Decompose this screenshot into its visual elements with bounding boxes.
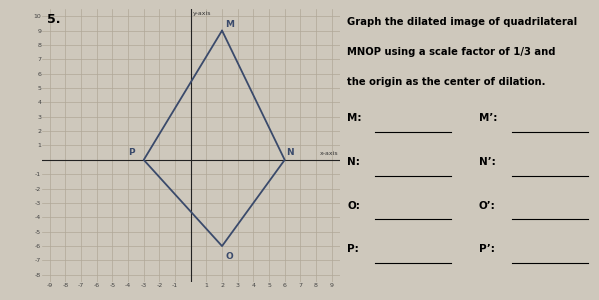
- Text: O’:: O’:: [479, 201, 496, 211]
- Text: y-axis: y-axis: [193, 11, 211, 16]
- Text: O: O: [225, 252, 233, 261]
- Text: P:: P:: [347, 244, 359, 254]
- Text: x-axis: x-axis: [319, 151, 338, 156]
- Text: MNOP using a scale factor of 1/3 and: MNOP using a scale factor of 1/3 and: [347, 47, 556, 57]
- Text: M: M: [225, 20, 234, 29]
- Text: M’:: M’:: [479, 113, 497, 123]
- Text: Graph the dilated image of quadrilateral: Graph the dilated image of quadrilateral: [347, 17, 577, 27]
- Text: O:: O:: [347, 201, 360, 211]
- Text: P’:: P’:: [479, 244, 495, 254]
- Text: N:: N:: [347, 157, 360, 167]
- Text: the origin as the center of dilation.: the origin as the center of dilation.: [347, 77, 546, 87]
- Text: N’:: N’:: [479, 157, 496, 167]
- Text: P: P: [128, 148, 134, 157]
- Text: N: N: [286, 148, 294, 157]
- Text: M:: M:: [347, 113, 362, 123]
- Text: 5.: 5.: [47, 13, 60, 26]
